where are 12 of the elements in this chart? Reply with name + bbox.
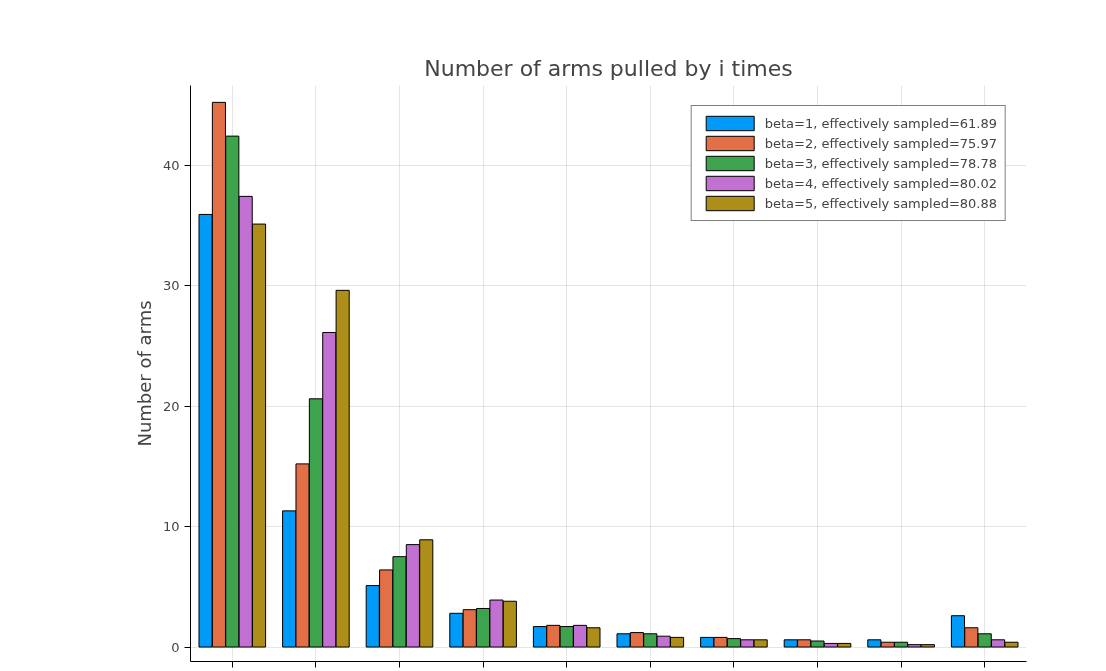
y-tick-label: 0 — [171, 639, 180, 655]
legend-label: beta=5, effectively sampled=80.88 — [764, 194, 997, 212]
chart-title: Number of arms pulled by i times — [424, 55, 793, 81]
legend-label: beta=3, effectively sampled=78.78 — [764, 154, 997, 172]
y-tick-label: 30 — [162, 278, 180, 294]
legend-label: beta=2, effectively sampled=75.97 — [764, 134, 997, 152]
y-tick-label: 40 — [162, 157, 180, 173]
y-tick-label: 20 — [162, 398, 180, 414]
y-tick-label: 10 — [162, 519, 180, 535]
y-axis-title: Number of arms — [133, 300, 155, 447]
legend-label: beta=4, effectively sampled=80.02 — [764, 174, 997, 192]
legend-label: beta=1, effectively sampled=61.89 — [764, 114, 997, 132]
